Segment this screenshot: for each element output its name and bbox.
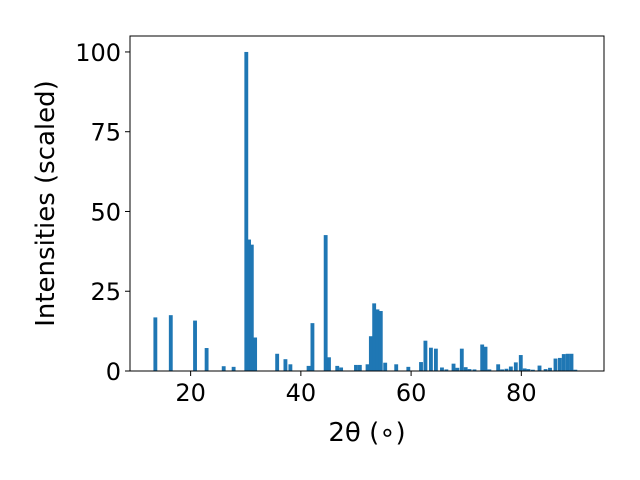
bar	[557, 357, 562, 371]
bar	[357, 364, 362, 371]
bar	[451, 363, 456, 371]
bar	[335, 365, 340, 371]
bar	[518, 355, 523, 371]
x-axis-label: 2θ (∘)	[328, 418, 405, 448]
bar	[537, 365, 542, 371]
bars-group	[153, 51, 578, 371]
x-axis-ticks: 20 40 60 80	[175, 371, 537, 407]
bar	[480, 344, 485, 371]
bar	[459, 348, 464, 371]
y-tick-label: 50	[90, 198, 121, 226]
bar	[472, 369, 477, 371]
y-tick-label: 100	[75, 39, 121, 67]
bar	[530, 369, 535, 371]
bar	[444, 369, 449, 371]
bar	[168, 315, 173, 371]
bar	[247, 239, 251, 371]
bar	[496, 364, 501, 371]
bar	[561, 354, 566, 371]
bar	[455, 367, 460, 371]
bar	[419, 362, 423, 371]
bar	[406, 366, 411, 371]
bar	[383, 362, 388, 371]
bar	[508, 366, 513, 371]
bar	[463, 367, 468, 371]
bar	[548, 367, 552, 371]
bar	[513, 362, 518, 371]
bar	[354, 364, 358, 371]
bar	[204, 348, 209, 371]
y-axis-label: Intensities (scaled)	[31, 80, 61, 327]
bar	[573, 369, 578, 371]
y-tick-label: 75	[90, 119, 121, 147]
bar	[253, 337, 258, 371]
bar	[543, 369, 548, 371]
y-tick-label: 25	[90, 278, 121, 306]
bar	[483, 346, 488, 371]
bar	[231, 366, 236, 371]
bar	[553, 358, 558, 371]
x-tick-label: 80	[506, 379, 537, 407]
bar	[526, 369, 531, 371]
bar	[429, 347, 433, 371]
y-tick-label: 0	[106, 358, 121, 386]
x-tick-label: 60	[396, 379, 427, 407]
bar	[423, 340, 428, 371]
bar	[153, 317, 158, 371]
bar	[372, 303, 377, 371]
bar	[249, 244, 254, 371]
bar	[433, 348, 438, 371]
x-tick-label: 20	[175, 379, 206, 407]
bar	[221, 366, 226, 371]
bar	[306, 365, 311, 371]
bar	[487, 369, 492, 371]
bar	[288, 364, 293, 371]
bar	[565, 353, 570, 371]
bar	[310, 323, 315, 371]
bar	[440, 367, 444, 371]
bar	[504, 368, 509, 371]
bar	[375, 309, 380, 371]
bar	[283, 359, 288, 371]
bar	[244, 51, 249, 371]
bar	[394, 364, 399, 371]
bar	[275, 353, 280, 371]
bar	[378, 311, 383, 371]
bar	[339, 367, 344, 371]
bar	[365, 364, 370, 371]
bar	[193, 320, 197, 371]
bar	[368, 336, 373, 371]
y-axis-ticks: 0 25 50 75 100	[75, 39, 130, 386]
x-tick-label: 40	[286, 379, 317, 407]
bar	[500, 369, 504, 371]
bar	[467, 369, 472, 371]
bar	[569, 353, 574, 371]
bar	[327, 357, 331, 371]
plot-frame	[129, 35, 605, 372]
bar	[323, 235, 328, 371]
bar	[522, 368, 527, 371]
